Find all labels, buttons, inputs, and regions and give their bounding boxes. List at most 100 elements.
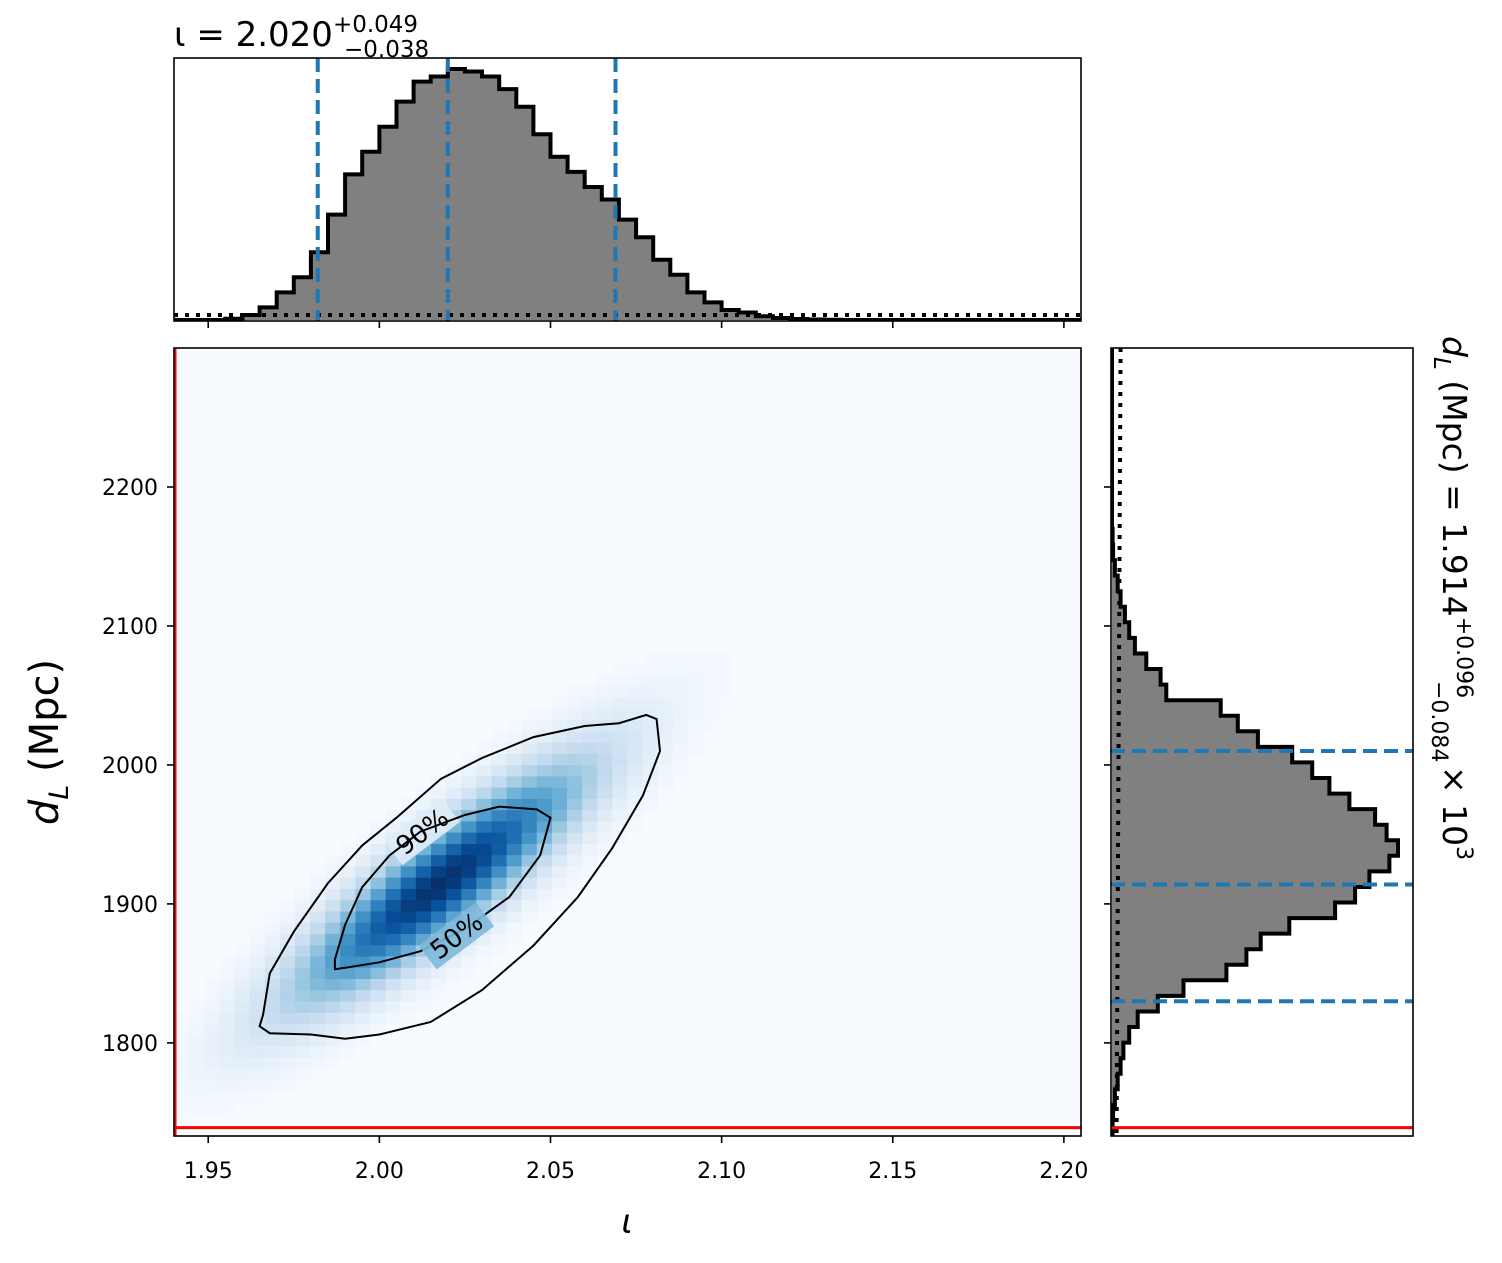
x-axis-label: ι bbox=[621, 1202, 633, 1242]
heatmap-cell bbox=[325, 854, 341, 867]
heatmap-cell bbox=[612, 696, 629, 709]
heatmap-cell bbox=[264, 1045, 281, 1058]
heatmap-cell bbox=[506, 787, 523, 799]
heatmap-cell bbox=[446, 910, 462, 923]
contour-50pct bbox=[333, 805, 552, 971]
heatmap-cell bbox=[264, 989, 281, 1002]
heatmap-cell bbox=[400, 922, 417, 934]
heatmap-cell bbox=[294, 899, 311, 912]
heatmap-cell bbox=[657, 764, 674, 777]
heatmap-cell bbox=[325, 1012, 341, 1025]
heatmap-cell bbox=[446, 775, 462, 788]
heatmap-cell bbox=[657, 742, 674, 754]
heatmap-cell bbox=[249, 978, 266, 991]
right-panel-title-scale: × 103 bbox=[1435, 766, 1476, 860]
heatmap-cell bbox=[264, 1068, 281, 1081]
heatmap-cell bbox=[249, 944, 266, 957]
heatmap-cell bbox=[264, 978, 281, 991]
heatmap-cell bbox=[506, 877, 523, 889]
heatmap-cell bbox=[672, 663, 689, 676]
right-histogram-outline bbox=[1111, 348, 1400, 1136]
heatmap-cell bbox=[536, 730, 553, 743]
heatmap-cell bbox=[446, 978, 462, 991]
heatmap-cell bbox=[567, 865, 583, 878]
heatmap-cell bbox=[325, 1057, 341, 1070]
heatmap-cell bbox=[446, 843, 462, 856]
heatmap-cell bbox=[355, 877, 372, 889]
heatmap-cell bbox=[249, 1023, 266, 1036]
heatmap-cell bbox=[521, 888, 538, 901]
heatmap-cell bbox=[446, 798, 462, 811]
heatmap-cell bbox=[415, 989, 432, 1002]
heatmap-cell bbox=[536, 742, 553, 754]
heatmap-cell bbox=[612, 832, 629, 844]
heatmap-cell bbox=[430, 978, 447, 991]
heatmap-cell bbox=[294, 1000, 311, 1013]
heatmap-cell bbox=[567, 809, 583, 822]
y-tick-label: 2000 bbox=[102, 754, 158, 779]
heatmap-cell bbox=[249, 933, 266, 946]
heatmap-cell bbox=[491, 933, 508, 946]
heatmap-cell bbox=[279, 1023, 296, 1036]
heatmap-cell bbox=[219, 978, 236, 991]
heatmap-cell bbox=[385, 933, 402, 946]
heatmap-cell bbox=[219, 1068, 236, 1081]
heatmap-cell bbox=[174, 1079, 190, 1092]
heatmap-cell bbox=[294, 1057, 311, 1070]
heatmap-cell bbox=[567, 685, 583, 698]
heatmap-cell bbox=[491, 854, 508, 867]
heatmap-cell bbox=[355, 910, 372, 923]
heatmap-cell bbox=[249, 989, 266, 1002]
heatmap-cell bbox=[446, 888, 462, 901]
heatmap-cell bbox=[234, 1012, 251, 1025]
heatmap-cell bbox=[567, 798, 583, 811]
heatmap-cell bbox=[204, 1068, 220, 1081]
heatmap-cell bbox=[430, 899, 447, 912]
heatmap-cell bbox=[279, 944, 296, 957]
heatmap-cell bbox=[597, 764, 613, 777]
heatmap-cell bbox=[204, 1102, 220, 1115]
heatmap-cell bbox=[310, 989, 326, 1002]
heatmap-cell bbox=[355, 933, 372, 946]
heatmap-cell bbox=[219, 1000, 236, 1013]
heatmap-cell bbox=[279, 1012, 296, 1025]
heatmap-cell bbox=[279, 989, 296, 1002]
heatmap-cell bbox=[582, 865, 598, 878]
heatmap-cell bbox=[415, 922, 432, 934]
heatmap-cell bbox=[461, 877, 477, 889]
heatmap-cell bbox=[340, 888, 356, 901]
heatmap-cell bbox=[310, 888, 326, 901]
heatmap-cell bbox=[174, 1045, 190, 1058]
credible-contours: 90%50% bbox=[258, 713, 662, 1040]
top-histogram-bar bbox=[533, 134, 551, 320]
heatmap-cell bbox=[476, 820, 493, 833]
heatmap-cell bbox=[687, 674, 704, 687]
heatmap-cell bbox=[703, 696, 719, 709]
heatmap-cell bbox=[174, 1057, 190, 1070]
x-tick-label: 2.00 bbox=[355, 1159, 404, 1184]
heatmap-cell bbox=[642, 651, 659, 664]
heatmap-cell bbox=[370, 854, 387, 867]
heatmap-cell bbox=[174, 1023, 190, 1036]
right-histogram-bar bbox=[1112, 918, 1290, 934]
heatmap-cell bbox=[385, 854, 402, 867]
top-panel-title: ι = 2.020+0.049 bbox=[174, 12, 418, 55]
heatmap-cell bbox=[340, 1000, 356, 1013]
heatmap-cell bbox=[506, 764, 523, 777]
right-histogram-bar bbox=[1112, 762, 1313, 779]
heatmap-cell bbox=[174, 1012, 190, 1025]
heatmap-cell bbox=[657, 787, 674, 799]
heatmap-cell bbox=[551, 742, 568, 754]
heatmap-cell bbox=[718, 674, 734, 687]
top-histogram-bar bbox=[653, 259, 671, 320]
heatmap-cell bbox=[234, 989, 251, 1002]
heatmap-cell bbox=[249, 967, 266, 979]
heatmap-cell bbox=[521, 832, 538, 844]
heatmap-cell bbox=[325, 922, 341, 934]
heatmap-cell bbox=[521, 798, 538, 811]
heatmap-cell bbox=[612, 663, 629, 676]
heatmap-cell bbox=[234, 955, 251, 968]
heatmap-cell bbox=[264, 1012, 281, 1025]
heatmap-cell bbox=[506, 910, 523, 923]
heatmap-cell bbox=[627, 719, 644, 732]
